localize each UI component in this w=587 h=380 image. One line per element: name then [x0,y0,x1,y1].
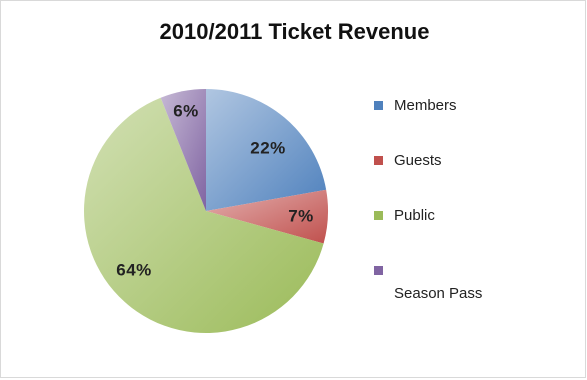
legend-swatch-members [374,101,383,110]
legend-swatch-public [374,211,383,220]
pie-slice-season-pass [160,89,206,211]
legend-label-season-pass: Season Pass [394,285,483,302]
legend-swatch-guests [374,156,383,165]
slice-label-public: 64% [116,260,152,279]
slice-label-season-pass: 6% [173,101,199,120]
slice-label-guests: 7% [288,206,314,225]
slice-label-members: 22% [250,138,286,157]
pie-slice-public [84,97,324,334]
pie-slices [84,89,329,334]
pie-labels: 22% 7% 64% 6% [116,101,314,279]
legend-swatch-season-pass [374,266,383,275]
legend-label-members: Members [394,97,457,114]
legend-label-guests: Guests [394,152,442,169]
pie-slice-guests [206,189,329,244]
pie-slice-members [206,89,327,211]
legend-label-public: Public [394,207,435,224]
chart-title: 2010/2011 Ticket Revenue [159,19,430,44]
